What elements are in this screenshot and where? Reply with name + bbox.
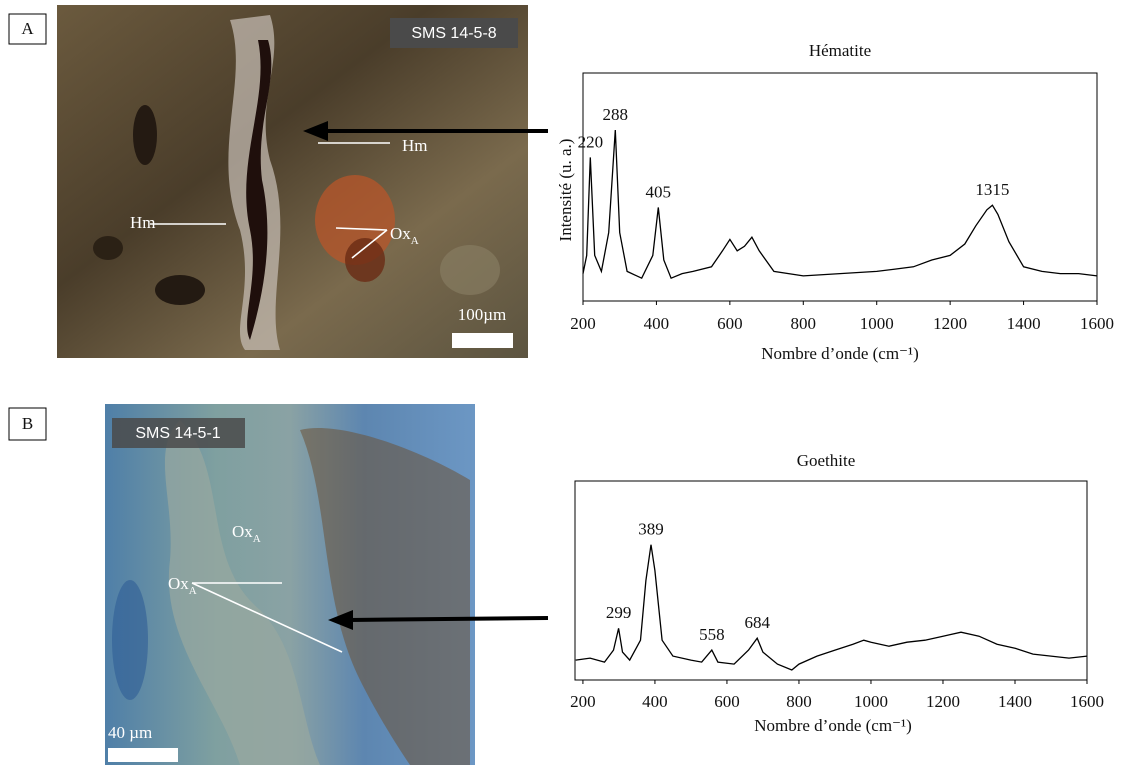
annotation-subscript: A (253, 533, 261, 545)
annotation-lines (150, 142, 390, 653)
panel-letter: B (22, 414, 33, 433)
micrograph-a (57, 5, 528, 358)
x-tick-label: 800 (786, 692, 812, 711)
annotation: OxA (168, 574, 197, 597)
x-axis-label: Nombre d’onde (cm⁻¹) (761, 344, 919, 363)
sample-tag-box (112, 418, 245, 448)
micrograph-b (105, 404, 475, 765)
peak-label: 220 (578, 132, 604, 151)
sample-tag-box (390, 18, 518, 48)
annotation-text: Ox (390, 224, 411, 243)
x-axis-label: Nombre d’onde (cm⁻¹) (754, 716, 912, 735)
spectrum-line (575, 544, 1088, 671)
x-tick-label: 600 (714, 692, 740, 711)
plot-frame (574, 480, 1088, 681)
x-tick-label: 1200 (926, 692, 960, 711)
panel-letter-box (8, 407, 47, 441)
x-tick-label: 400 (642, 692, 668, 711)
x-tick-label: 1400 (998, 692, 1032, 711)
x-tick-label: 1000 (860, 314, 894, 333)
annotation: OxA (390, 224, 419, 247)
annotation-text: Ox (168, 574, 189, 593)
peak-label: 1315 (975, 180, 1009, 199)
x-tick-label: 1600 (1080, 314, 1114, 333)
scale-label: 100µm (458, 305, 507, 324)
plot-frame (582, 72, 1098, 302)
x-tick-label: 600 (717, 314, 743, 333)
peak-label: 288 (603, 105, 629, 124)
annotation: Hm (402, 136, 428, 155)
x-tick-label: 400 (644, 314, 670, 333)
spectrum-line (582, 129, 1098, 280)
arrow (328, 610, 549, 630)
panel-letter-box (8, 13, 47, 45)
peak-label: 389 (638, 520, 664, 539)
peak-label: 684 (744, 613, 770, 632)
arrow (303, 121, 548, 141)
scale-bar (108, 748, 178, 762)
x-tick-label: 1600 (1070, 692, 1104, 711)
peak-label: 558 (699, 625, 725, 644)
y-axis-label: Intensité (u. a.) (556, 139, 575, 242)
annotation: OxA (232, 522, 261, 545)
scale-label: 40 µm (108, 723, 152, 742)
panel-letter: A (21, 19, 34, 38)
chart-title: Hématite (809, 41, 871, 60)
scale-bar (452, 333, 513, 348)
peak-label: 405 (646, 182, 672, 201)
chart-title: Goethite (797, 451, 856, 470)
x-tick-label: 800 (791, 314, 817, 333)
annotation-subscript: A (411, 235, 419, 247)
x-tick-label: 200 (570, 314, 596, 333)
x-tick-label: 200 (570, 692, 596, 711)
x-tick-label: 1200 (933, 314, 967, 333)
x-tick-label: 1400 (1007, 314, 1041, 333)
sample-tag: SMS 14-5-1 (135, 425, 220, 442)
annotation-text: Hm (402, 136, 428, 155)
annotation-text: Hm (130, 213, 156, 232)
peak-label: 299 (606, 603, 632, 622)
sample-tag: SMS 14-5-8 (411, 25, 496, 42)
annotation-subscript: A (189, 585, 197, 597)
annotation-text: Ox (232, 522, 253, 541)
annotation: Hm (130, 213, 156, 232)
x-tick-label: 1000 (854, 692, 888, 711)
